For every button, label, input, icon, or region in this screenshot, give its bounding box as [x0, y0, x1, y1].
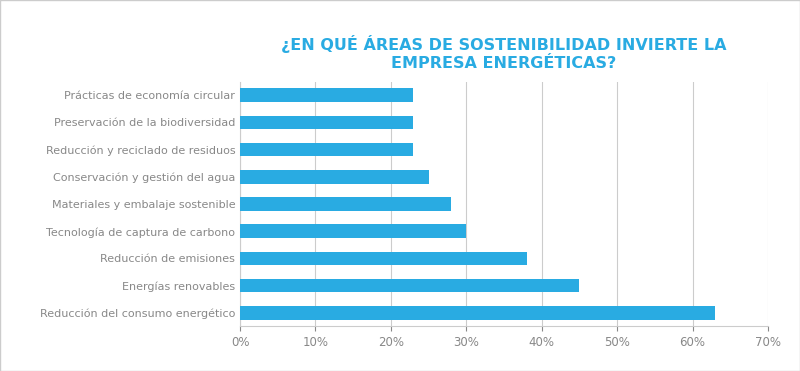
Bar: [240, 306, 715, 320]
Bar: [240, 252, 526, 265]
Bar: [240, 170, 429, 184]
Bar: [240, 279, 579, 292]
Bar: [240, 88, 414, 102]
Title: ¿EN QUÉ ÁREAS DE SOSTENIBILIDAD INVIERTE LA
EMPRESA ENERGÉTICAS?: ¿EN QUÉ ÁREAS DE SOSTENIBILIDAD INVIERTE…: [282, 35, 726, 71]
Bar: [240, 143, 414, 157]
Bar: [240, 116, 414, 129]
Bar: [240, 224, 466, 238]
Bar: [240, 197, 451, 211]
